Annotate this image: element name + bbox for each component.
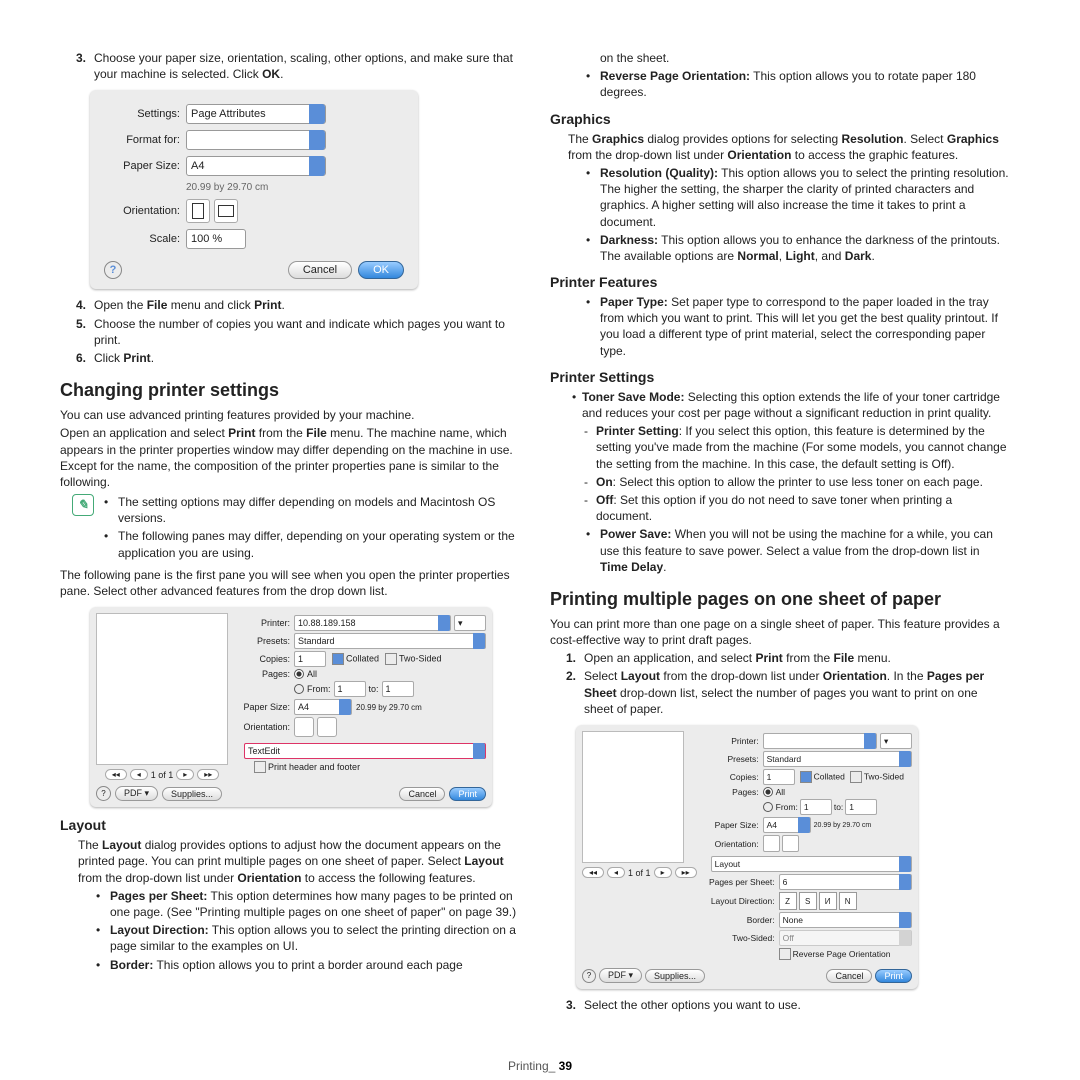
- scale-input[interactable]: 100 %: [186, 229, 246, 249]
- page-footer: Printing_ 39: [0, 1059, 1080, 1073]
- print-button-3[interactable]: Print: [875, 969, 912, 983]
- bullet-layoutdir: Layout Direction: This option allows you…: [60, 922, 520, 954]
- multi-step-2: 2. Select Layout from the drop-down list…: [562, 668, 1010, 717]
- pages-from-radio[interactable]: [294, 684, 304, 694]
- step-6: 6. Click Print.: [72, 350, 520, 366]
- orientation-label: Orientation:: [104, 205, 180, 217]
- help-icon[interactable]: ?: [582, 969, 596, 983]
- supplies-button-3[interactable]: Supplies...: [645, 969, 705, 983]
- print-preview: [96, 613, 228, 765]
- print-button-2[interactable]: Print: [449, 787, 486, 801]
- note-block: ✎ The setting options may differ dependi…: [72, 494, 520, 563]
- bullet-pps: Pages per Sheet: This option determines …: [60, 888, 520, 920]
- pager-prev-button[interactable]: ◂: [130, 769, 148, 780]
- orient-portrait[interactable]: [294, 717, 314, 737]
- scale-label: Scale:: [104, 233, 180, 245]
- step-3: 3. Choose your paper size, orientation, …: [72, 50, 520, 82]
- multi-step-1: 1. Open an application, and select Print…: [562, 650, 1010, 666]
- pager-first-button[interactable]: ◂◂: [105, 769, 127, 780]
- supplies-button[interactable]: Supplies...: [162, 787, 222, 801]
- layoutdir-2[interactable]: S: [799, 892, 817, 910]
- para-youcan: You can use advanced printing features p…: [60, 407, 520, 423]
- orientation-portrait-button[interactable]: [186, 199, 210, 223]
- formatfor-select[interactable]: [186, 130, 326, 150]
- layoutdir-3[interactable]: И: [819, 892, 837, 910]
- pps-select[interactable]: 6: [779, 874, 912, 890]
- cancel-button[interactable]: Cancel: [288, 261, 352, 279]
- pages-to-input[interactable]: 1: [382, 681, 414, 697]
- formatfor-label: Format for:: [104, 134, 180, 146]
- heading-printer-features: Printer Features: [550, 274, 1010, 290]
- papersize-select-2[interactable]: A4: [294, 699, 352, 715]
- layout-presets-select[interactable]: Standard: [763, 751, 912, 767]
- dash-off: Off: Set this option if you do not need …: [550, 492, 1010, 524]
- page-setup-dialog: Settings: Page Attributes Format for: Pa…: [90, 90, 418, 289]
- cancel-button-2[interactable]: Cancel: [399, 787, 445, 801]
- headerfooter-checkbox[interactable]: [254, 761, 266, 773]
- bullet-border: Border: This option allows you to print …: [60, 957, 520, 973]
- copies-input[interactable]: 1: [294, 651, 326, 667]
- twosided-select[interactable]: Off: [779, 930, 912, 946]
- para-multi: You can print more than one page on a si…: [550, 616, 1010, 648]
- bullet-powersave: Power Save: When you will not be using t…: [550, 526, 1010, 575]
- layoutdir-1[interactable]: Z: [779, 892, 797, 910]
- layout-section-dropdown[interactable]: Layout: [711, 856, 912, 872]
- cancel-button-3[interactable]: Cancel: [826, 969, 872, 983]
- step-4: 4. Open the File menu and click Print.: [72, 297, 520, 313]
- cont-onthesheet: on the sheet.: [550, 50, 1010, 66]
- step-5: 5.Choose the number of copies you want a…: [72, 316, 520, 348]
- section-dropdown[interactable]: TextEdit: [244, 743, 486, 759]
- bullet-tsm: Toner Save Mode: Selecting this option e…: [550, 389, 1010, 421]
- dash-printer-setting: Printer Setting: If you select this opti…: [550, 423, 1010, 472]
- preview-pager: ◂◂ ◂ 1 of 1 ▸ ▸▸: [96, 769, 228, 780]
- help-icon[interactable]: ?: [96, 786, 111, 801]
- note-2: The following panes may differ, dependin…: [82, 528, 520, 560]
- para-graphics: The Graphics dialog provides options for…: [550, 131, 1010, 163]
- collated-checkbox[interactable]: [332, 653, 344, 665]
- heading-graphics: Graphics: [550, 111, 1010, 127]
- bullet-rpo: Reverse Page Orientation: This option al…: [550, 68, 1010, 100]
- heading-multi: Printing multiple pages on one sheet of …: [550, 589, 1010, 610]
- para-following: The following pane is the first pane you…: [60, 567, 520, 599]
- presets-select[interactable]: Standard: [294, 633, 486, 649]
- print-dialog-layout: ◂◂◂ 1 of 1 ▸▸▸ Printer: ▾ Presets: Stand…: [576, 725, 918, 989]
- bullet-papertype: Paper Type: Set paper type to correspond…: [550, 294, 1010, 359]
- multi-step-3: 3.Select the other options you want to u…: [562, 997, 1010, 1013]
- border-select[interactable]: None: [779, 912, 912, 928]
- bullet-darkness: Darkness: This option allows you to enha…: [550, 232, 1010, 264]
- printer-arrows[interactable]: ▾: [454, 615, 486, 631]
- heading-printer-settings: Printer Settings: [550, 369, 1010, 385]
- settings-select[interactable]: Page Attributes: [186, 104, 326, 124]
- help-icon[interactable]: ?: [104, 261, 122, 279]
- pdf-button[interactable]: PDF ▾: [115, 786, 158, 801]
- pages-all-radio[interactable]: [294, 669, 304, 679]
- layout-printer-select[interactable]: [763, 733, 877, 749]
- papersize-dim: 20.99 by 29.70 cm: [186, 182, 404, 193]
- pages-from-input[interactable]: 1: [334, 681, 366, 697]
- heading-layout: Layout: [60, 817, 520, 833]
- layout-preview: [582, 731, 684, 863]
- papersize-select[interactable]: A4: [186, 156, 326, 176]
- pdf-button-3[interactable]: PDF ▾: [599, 968, 642, 983]
- bullet-resolution: Resolution (Quality): This option allows…: [550, 165, 1010, 230]
- pager-last-button[interactable]: ▸▸: [197, 769, 219, 780]
- layoutdir-4[interactable]: N: [839, 892, 857, 910]
- dash-on: On: Select this option to allow the prin…: [550, 474, 1010, 490]
- orientation-landscape-button[interactable]: [214, 199, 238, 223]
- settings-label: Settings:: [104, 108, 180, 120]
- pager-next-button[interactable]: ▸: [176, 769, 194, 780]
- print-dialog-textedit: ◂◂ ◂ 1 of 1 ▸ ▸▸ Printer: 10.88.189.158 …: [90, 607, 492, 807]
- heading-changing-printer-settings: Changing printer settings: [60, 380, 520, 401]
- orient-landscape[interactable]: [317, 717, 337, 737]
- twosided-checkbox[interactable]: [385, 653, 397, 665]
- printer-select[interactable]: 10.88.189.158: [294, 615, 451, 631]
- layout-pager: ◂◂◂ 1 of 1 ▸▸▸: [582, 867, 697, 878]
- para-layout: The Layout dialog provides options to ad…: [60, 837, 520, 886]
- note-1: The setting options may differ depending…: [82, 494, 520, 526]
- papersize-label: Paper Size:: [104, 160, 180, 172]
- ok-button[interactable]: OK: [358, 261, 404, 279]
- para-open: Open an application and select Print fro…: [60, 425, 520, 490]
